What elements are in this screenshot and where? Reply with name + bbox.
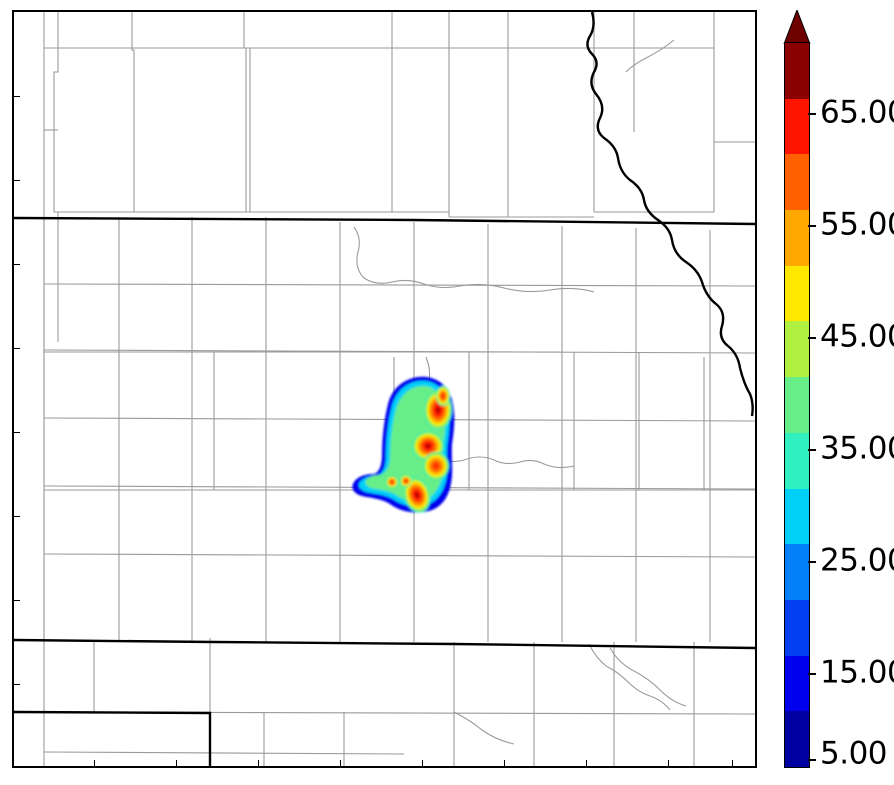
colorbar-tick [808, 337, 816, 339]
x-tick [340, 760, 341, 766]
colorbar-band-6 [785, 377, 809, 433]
county-boundaries [43, 12, 755, 766]
x-tick [258, 760, 259, 766]
echo-core-3 [423, 452, 449, 480]
colorbar-tick [808, 113, 816, 115]
y-tick [14, 684, 20, 685]
echo-core-5 [386, 476, 398, 488]
x-tick [586, 760, 587, 766]
colorbar-band-7 [785, 432, 809, 489]
colorbar-tick [808, 673, 816, 675]
colorbar-axis: 65.00 55.00 45.00 35.00 25.00 15.00 5.00 [782, 10, 894, 772]
colorbar-band-12 [785, 711, 809, 767]
radar-echo [352, 376, 455, 513]
y-tick [14, 264, 20, 265]
colorbar-band-10 [785, 599, 809, 656]
colorbar-tick [808, 561, 816, 563]
map-graphic [14, 12, 755, 766]
x-tick [176, 760, 177, 766]
colorbar-band-4 [785, 265, 809, 322]
colorbar-label: 65.00 [820, 94, 894, 131]
colorbar-tick [808, 225, 816, 227]
y-tick [14, 432, 20, 433]
x-tick [732, 760, 733, 766]
colorbar-bands [784, 42, 810, 768]
colorbar-label: 15.00 [820, 654, 894, 691]
colorbar-label: 35.00 [820, 430, 894, 467]
colorbar-label: 45.00 [820, 318, 894, 355]
y-tick [14, 348, 20, 349]
y-tick [14, 96, 20, 97]
y-tick [14, 516, 20, 517]
colorbar-band-0 [785, 43, 809, 99]
x-tick [94, 760, 95, 766]
colorbar-tick [808, 449, 816, 451]
echo-core-6 [400, 475, 412, 487]
x-tick [422, 760, 423, 766]
colorbar-band-5 [785, 321, 809, 378]
colorbar [782, 10, 812, 768]
map-panel [12, 10, 757, 768]
colorbar-label: 25.00 [820, 542, 894, 579]
state-boundaries [14, 12, 755, 766]
colorbar-band-3 [785, 210, 809, 266]
colorbar-label: 55.00 [820, 206, 894, 243]
colorbar-band-9 [785, 544, 809, 600]
x-tick [668, 760, 669, 766]
echo-core-7 [436, 386, 450, 406]
map-clip [14, 12, 755, 766]
echo-core-4 [403, 477, 431, 513]
colorbar-band-11 [785, 655, 809, 712]
colorbar-label: 5.00 [820, 735, 888, 772]
x-tick [504, 760, 505, 766]
y-tick [14, 600, 20, 601]
colorbar-band-2 [785, 154, 809, 211]
y-tick [14, 180, 20, 181]
colorbar-extend-arrow [783, 10, 811, 44]
colorbar-band-1 [785, 98, 809, 155]
colorbar-band-8 [785, 488, 809, 545]
colorbar-tick [808, 759, 816, 761]
